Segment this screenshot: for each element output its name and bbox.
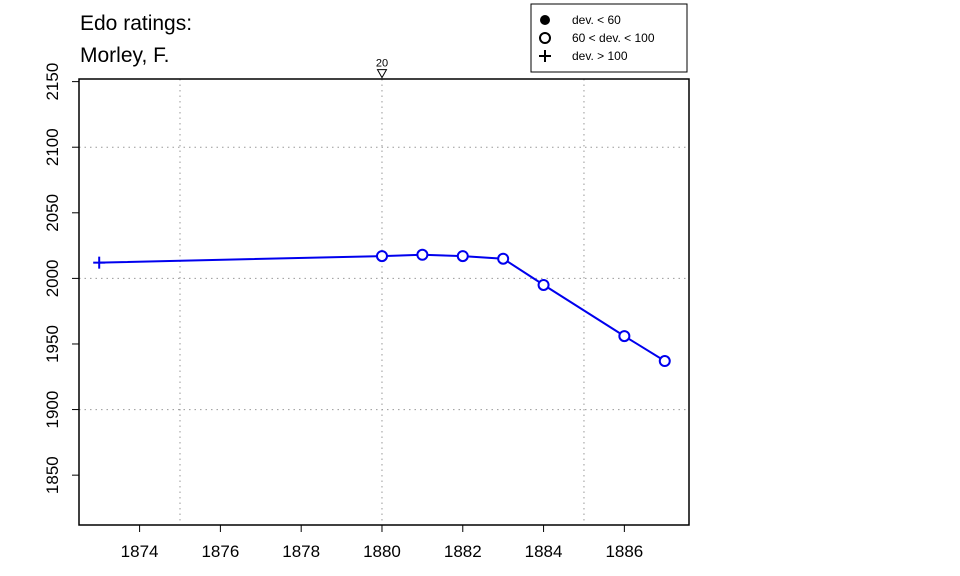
data-point [93, 256, 106, 269]
x-tick-label: 1886 [605, 542, 643, 561]
y-tick-label: 2150 [43, 63, 62, 101]
legend-box [530, 3, 688, 73]
x-tick-label: 1884 [525, 542, 563, 561]
y-tick-label: 1850 [43, 456, 62, 494]
axes: 1874 1876 1878 1880 1882 1884 1886 1850 1900 1950… [43, 63, 643, 561]
y-tick-label: 2100 [43, 128, 62, 166]
x-tick-label: 1878 [282, 542, 320, 561]
annotations: 20 [376, 58, 388, 79]
legend-marker [539, 50, 551, 62]
title-line-2: Morley, F. [80, 44, 169, 67]
legend-marker [539, 32, 551, 44]
annotation-label: 20 [376, 58, 388, 70]
data-point [456, 250, 469, 263]
data-point [497, 252, 510, 265]
chart-title: Edo ratings: Morley, F. [80, 12, 192, 67]
grid-lines [79, 79, 689, 525]
x-tick-label: 1876 [201, 542, 239, 561]
data-point [618, 330, 631, 343]
title-line-1: Edo ratings: [80, 12, 192, 35]
x-tick-label: 1882 [444, 542, 482, 561]
x-tick-label: 1874 [121, 542, 159, 561]
y-tick-label: 2000 [43, 259, 62, 297]
legend-label: dev. > 100 [572, 49, 628, 63]
rating-series [93, 248, 671, 368]
y-tick-label: 1900 [43, 391, 62, 429]
series-line [99, 253, 666, 362]
annotation-marker [376, 69, 388, 79]
legend-label: dev. < 60 [572, 13, 621, 27]
x-tick-label: 1880 [363, 542, 401, 561]
data-point [375, 250, 388, 263]
data-point [416, 248, 429, 261]
legend-marker [540, 15, 550, 25]
legend: dev. < 60 60 < dev. < 100 dev. > 100 [530, 3, 688, 73]
plot-frame [78, 78, 690, 526]
data-point [658, 355, 671, 368]
y-tick-label: 2050 [43, 194, 62, 232]
legend-label: 60 < dev. < 100 [572, 31, 655, 45]
y-tick-label: 1950 [43, 325, 62, 363]
data-point [537, 278, 550, 291]
